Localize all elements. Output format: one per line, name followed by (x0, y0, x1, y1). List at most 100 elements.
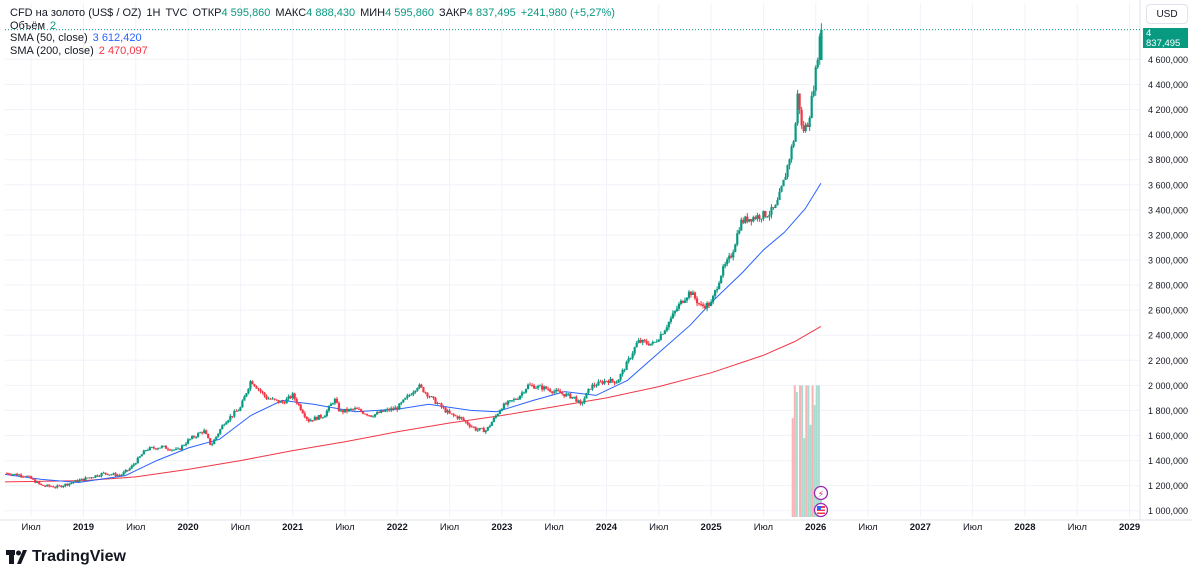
candle-body (547, 388, 550, 390)
candle-body (774, 205, 777, 208)
candle-body (343, 408, 347, 413)
candle-body (500, 408, 503, 411)
candle-body (697, 303, 701, 305)
candle-body (476, 429, 479, 431)
candle-body (402, 399, 405, 403)
y-tick-label: 2 800,000 (1148, 281, 1188, 291)
candle-body (100, 473, 103, 477)
y-tick-label: 2 200,000 (1148, 356, 1188, 366)
candle-body (583, 398, 586, 403)
x-tick-label: Июл (545, 522, 564, 533)
candle-body (86, 477, 89, 479)
candle-body (9, 474, 13, 476)
candle-body (374, 414, 377, 417)
flag-canton (816, 506, 821, 510)
candle-body (687, 291, 691, 298)
candle-body (474, 427, 477, 431)
candle-body (24, 476, 27, 478)
candle-body (800, 109, 803, 126)
sma200-value: 2 470,097 (98, 44, 148, 57)
candle-body (557, 389, 560, 392)
volume-legend-row[interactable]: Объём 2 (10, 20, 615, 33)
candle-body (231, 416, 234, 417)
candle-body (593, 384, 596, 386)
sma200-legend-row[interactable]: SMA (200, close) 2 470,097 (10, 45, 615, 58)
candle-body (683, 300, 687, 303)
candle-body (480, 428, 483, 429)
candle-body (263, 392, 266, 396)
candle-body (426, 392, 429, 397)
currency-button[interactable]: USD (1146, 4, 1188, 24)
candle-body (106, 473, 109, 475)
candle-body (589, 388, 592, 390)
candle-body (363, 413, 367, 415)
candle-body (279, 401, 282, 403)
candle-body (591, 384, 594, 390)
y-tick-label: 1 200,000 (1148, 481, 1188, 491)
tradingview-logo[interactable]: TradingView (6, 548, 126, 566)
candle-body (788, 159, 791, 166)
candle-body (323, 415, 326, 418)
interval-label[interactable]: 1Н (146, 7, 161, 19)
candle-body (188, 438, 192, 440)
sma50-legend-row[interactable]: SMA (50, close) 3 612,420 (10, 32, 615, 45)
candle-body (289, 396, 292, 399)
candle-body (597, 381, 600, 386)
candle-body (26, 475, 29, 477)
candle-body (669, 318, 672, 323)
candle-body (440, 403, 443, 408)
candle-body (518, 395, 522, 400)
candle-body (203, 430, 206, 433)
candle-body (380, 410, 383, 413)
candle-body (355, 408, 359, 410)
candle-body (76, 480, 79, 482)
candle-body (430, 396, 433, 398)
candle-body (305, 416, 308, 419)
event-markers: ⚡ (813, 485, 829, 518)
candle-body (221, 425, 224, 430)
x-tick-label: 2021 (282, 522, 304, 533)
candle-body (30, 476, 33, 479)
candle-body (685, 297, 689, 301)
candle-body (138, 456, 141, 458)
candle-body (64, 483, 67, 486)
candle-body (315, 416, 318, 420)
candle-body (82, 478, 85, 481)
candle-body (376, 412, 379, 415)
candle-body (599, 381, 602, 383)
candle-body (448, 410, 451, 414)
symbol-name[interactable]: CFD на золото (US$ / OZ) (10, 7, 142, 19)
candle-body (716, 289, 719, 291)
candle-body (585, 392, 588, 399)
candle-body (72, 482, 75, 483)
candle-body (62, 485, 65, 488)
candle-body (635, 343, 638, 348)
candle-body (718, 282, 721, 290)
candle-body (621, 369, 624, 375)
candle-body (311, 420, 314, 421)
candle-body (532, 385, 536, 389)
candle-body (394, 407, 397, 410)
candle-body (184, 443, 188, 446)
candle-body (396, 407, 399, 410)
candle-body (195, 436, 198, 438)
x-tick-label: 2027 (910, 522, 931, 533)
candle-body (299, 404, 302, 411)
candle-body (571, 396, 574, 399)
y-tick-label: 2 400,000 (1148, 331, 1188, 341)
candle-body (287, 396, 290, 399)
candle-body (154, 448, 157, 450)
candle-body (36, 481, 39, 483)
candle-body (317, 415, 320, 420)
candle-body (651, 342, 654, 344)
candle-body (126, 470, 129, 471)
candle-body (293, 393, 296, 400)
candle-body (750, 219, 753, 222)
y-tick-label: 3 200,000 (1148, 230, 1188, 240)
candle-body (217, 433, 220, 437)
candle-body (46, 484, 49, 487)
candle-body (34, 479, 37, 483)
candle-body (80, 478, 83, 480)
x-tick-label: 2028 (1014, 522, 1035, 533)
